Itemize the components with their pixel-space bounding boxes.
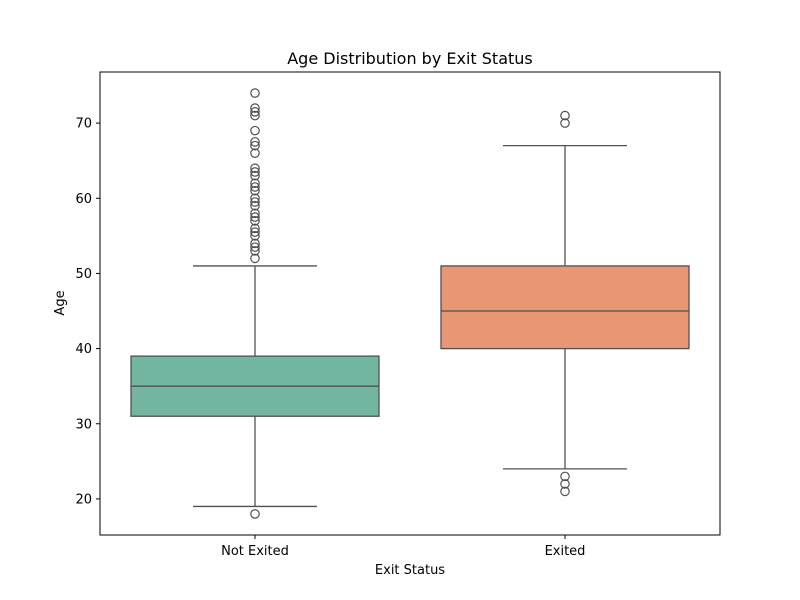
outlier-point [250, 223, 260, 234]
outlier-point [560, 471, 570, 482]
outlier-point [250, 178, 260, 189]
outlier-point [560, 479, 570, 489]
outlier-point [250, 88, 260, 98]
x-tick-label: Exited [545, 544, 586, 559]
outlier-point [250, 197, 260, 207]
plot-frame [99, 71, 721, 536]
y-tick-label: 60 [75, 192, 92, 207]
outlier-point [250, 148, 260, 158]
y-axis-label: Age [53, 290, 68, 315]
y-tick-label: 50 [75, 267, 92, 282]
outlier-point [250, 253, 260, 264]
y-tick-label: 40 [75, 342, 92, 357]
outlier-point [250, 107, 260, 117]
y-axis: 20 30 40 50 60 70 [75, 117, 100, 507]
box-exited [440, 110, 690, 497]
box-not-exited [130, 88, 380, 519]
chart-title: Age Distribution by Exit Status [287, 49, 533, 68]
x-axis: Not Exited Exited [221, 535, 585, 559]
y-tick-label: 30 [75, 417, 92, 432]
outlier-point [250, 227, 260, 237]
y-tick-label: 20 [75, 492, 92, 507]
outlier-point [250, 167, 260, 177]
outlier-point [250, 182, 260, 192]
outlier-point [250, 208, 260, 219]
outlier-point [250, 185, 260, 196]
outlier-point [250, 125, 260, 136]
x-tick-label: Not Exited [221, 544, 289, 559]
x-axis-label: Exit Status [375, 563, 445, 578]
outlier-point [250, 212, 260, 222]
outlier-point [250, 163, 260, 174]
outlier-point [250, 238, 260, 249]
outlier-point [250, 140, 260, 151]
outlier-point [250, 193, 260, 204]
outlier-point [250, 170, 260, 181]
outlier-point [250, 200, 260, 211]
outlier-point [250, 137, 260, 147]
outlier-point [560, 486, 570, 497]
box-iqr [440, 265, 690, 350]
outlier-point [250, 246, 260, 256]
outlier-point [250, 231, 260, 241]
outlier-point [250, 509, 260, 519]
outlier-point [250, 216, 260, 226]
outlier-point [560, 110, 570, 121]
y-tick-label: 70 [75, 117, 92, 132]
outlier-point [560, 118, 570, 128]
outlier-point [250, 103, 260, 113]
outlier-point [250, 242, 260, 252]
plot-area [130, 88, 690, 519]
outlier-point [250, 110, 260, 121]
